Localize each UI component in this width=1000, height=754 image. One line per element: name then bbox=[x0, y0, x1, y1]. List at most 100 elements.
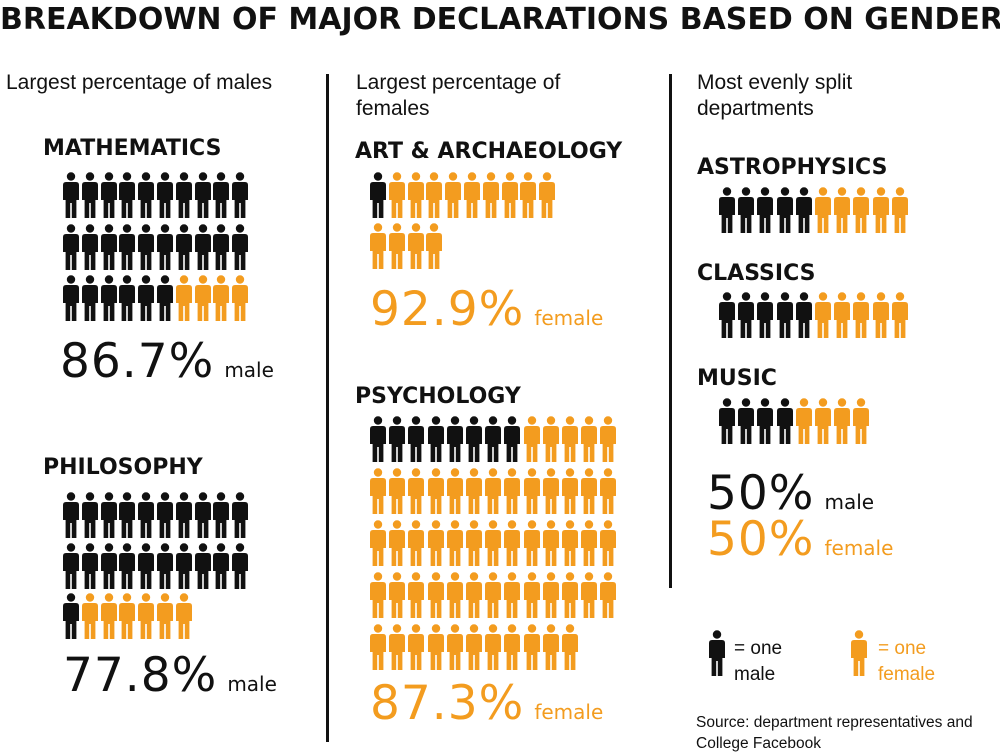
percent-even-female: 50% bbox=[707, 512, 815, 567]
female-person-icon bbox=[520, 172, 537, 222]
female-person-icon bbox=[485, 520, 502, 570]
female-person-icon bbox=[427, 520, 444, 570]
male-person-icon bbox=[175, 223, 192, 274]
percent-art-archaeology: 92.9% bbox=[370, 282, 525, 337]
male-person-icon bbox=[370, 416, 386, 466]
male-person-icon bbox=[795, 187, 812, 237]
female-person-icon bbox=[853, 292, 870, 342]
male-person-icon bbox=[138, 492, 155, 542]
female-person-icon bbox=[542, 572, 559, 622]
female-person-icon bbox=[119, 593, 136, 643]
female-person-icon bbox=[482, 172, 499, 222]
female-person-icon bbox=[446, 624, 463, 674]
male-person-icon bbox=[485, 416, 502, 466]
female-person-icon bbox=[539, 172, 556, 222]
female-person-icon bbox=[600, 572, 617, 622]
column-heading-females: Largest percentage of females bbox=[356, 71, 561, 120]
female-person-icon bbox=[851, 630, 867, 680]
male-person-icon bbox=[719, 398, 735, 448]
male-person-icon bbox=[194, 542, 211, 593]
page-title: BREAKDOWN OF MAJOR DECLARATIONS BASED ON… bbox=[0, 2, 1000, 37]
male-person-icon bbox=[100, 542, 117, 593]
percent-psychology: 87.3% bbox=[370, 676, 525, 731]
female-person-icon bbox=[523, 572, 540, 622]
female-person-icon bbox=[581, 520, 598, 570]
male-person-icon bbox=[119, 275, 136, 325]
female-person-icon bbox=[581, 416, 598, 466]
male-person-icon bbox=[138, 542, 155, 593]
male-person-icon bbox=[795, 292, 812, 342]
female-person-icon bbox=[427, 624, 444, 674]
female-person-icon bbox=[600, 520, 617, 570]
female-person-icon bbox=[389, 520, 406, 570]
male-person-icon bbox=[504, 416, 521, 466]
male-person-icon bbox=[757, 398, 774, 448]
source-note: Source: department representatives and C… bbox=[696, 714, 973, 752]
female-person-icon bbox=[388, 223, 405, 273]
female-person-icon bbox=[501, 172, 518, 222]
female-person-icon bbox=[891, 292, 908, 342]
dept-name-psychology: PSYCHOLOGY bbox=[355, 384, 521, 409]
percent-even-male: 50% bbox=[707, 466, 815, 521]
male-person-icon bbox=[213, 172, 230, 222]
male-person-icon bbox=[157, 492, 173, 542]
female-person-icon bbox=[175, 275, 192, 325]
female-person-icon bbox=[523, 468, 540, 518]
female-person-icon bbox=[504, 624, 521, 674]
male-person-icon bbox=[194, 172, 211, 222]
female-person-icon bbox=[542, 468, 559, 518]
male-person-icon bbox=[63, 492, 79, 542]
female-person-icon bbox=[446, 520, 463, 570]
dept-name-philosophy: PHILOSOPHY bbox=[43, 455, 203, 480]
male-person-icon bbox=[100, 275, 117, 325]
female-person-icon bbox=[853, 187, 870, 237]
male-person-icon bbox=[175, 492, 192, 542]
percent-label-mathematics: male bbox=[224, 358, 274, 382]
male-person-icon bbox=[81, 492, 98, 542]
female-person-icon bbox=[408, 468, 425, 518]
male-person-icon bbox=[709, 630, 725, 680]
female-person-icon bbox=[370, 624, 386, 674]
male-person-icon bbox=[63, 172, 79, 222]
female-person-icon bbox=[232, 275, 249, 325]
female-person-icon bbox=[485, 468, 502, 518]
female-person-icon bbox=[426, 223, 443, 273]
female-person-icon bbox=[523, 520, 540, 570]
female-person-icon bbox=[175, 593, 192, 643]
female-person-icon bbox=[795, 398, 812, 448]
male-person-icon bbox=[157, 172, 173, 222]
female-person-icon bbox=[581, 572, 598, 622]
female-person-icon bbox=[853, 398, 870, 448]
percent-label-even-female: female bbox=[824, 536, 894, 560]
female-person-icon bbox=[542, 520, 559, 570]
male-person-icon bbox=[81, 172, 98, 222]
female-person-icon bbox=[504, 468, 521, 518]
female-person-icon bbox=[370, 572, 386, 622]
stat-mathematics: 86.7% male bbox=[60, 334, 274, 389]
male-person-icon bbox=[157, 275, 173, 325]
female-person-icon bbox=[464, 172, 480, 222]
male-person-icon bbox=[100, 172, 117, 222]
male-person-icon bbox=[175, 172, 192, 222]
percent-label-even-male: male bbox=[824, 490, 875, 514]
female-person-icon bbox=[446, 572, 463, 622]
female-person-icon bbox=[562, 468, 578, 518]
female-person-icon bbox=[466, 468, 482, 518]
male-person-icon bbox=[63, 223, 79, 274]
male-person-icon bbox=[776, 292, 793, 342]
male-person-icon bbox=[757, 187, 774, 237]
female-person-icon bbox=[600, 468, 617, 518]
female-person-icon bbox=[542, 624, 559, 674]
male-person-icon bbox=[408, 416, 425, 466]
percent-label-psychology: female bbox=[534, 700, 604, 724]
female-person-icon bbox=[834, 292, 851, 342]
male-person-icon bbox=[138, 275, 155, 325]
dept-name-mathematics: MATHEMATICS bbox=[43, 136, 222, 161]
female-person-icon bbox=[523, 624, 540, 674]
male-person-icon bbox=[81, 275, 98, 325]
male-person-icon bbox=[63, 542, 79, 593]
male-person-icon bbox=[738, 187, 755, 237]
female-person-icon bbox=[485, 624, 502, 674]
female-person-icon bbox=[485, 572, 502, 622]
female-person-icon bbox=[370, 520, 386, 570]
